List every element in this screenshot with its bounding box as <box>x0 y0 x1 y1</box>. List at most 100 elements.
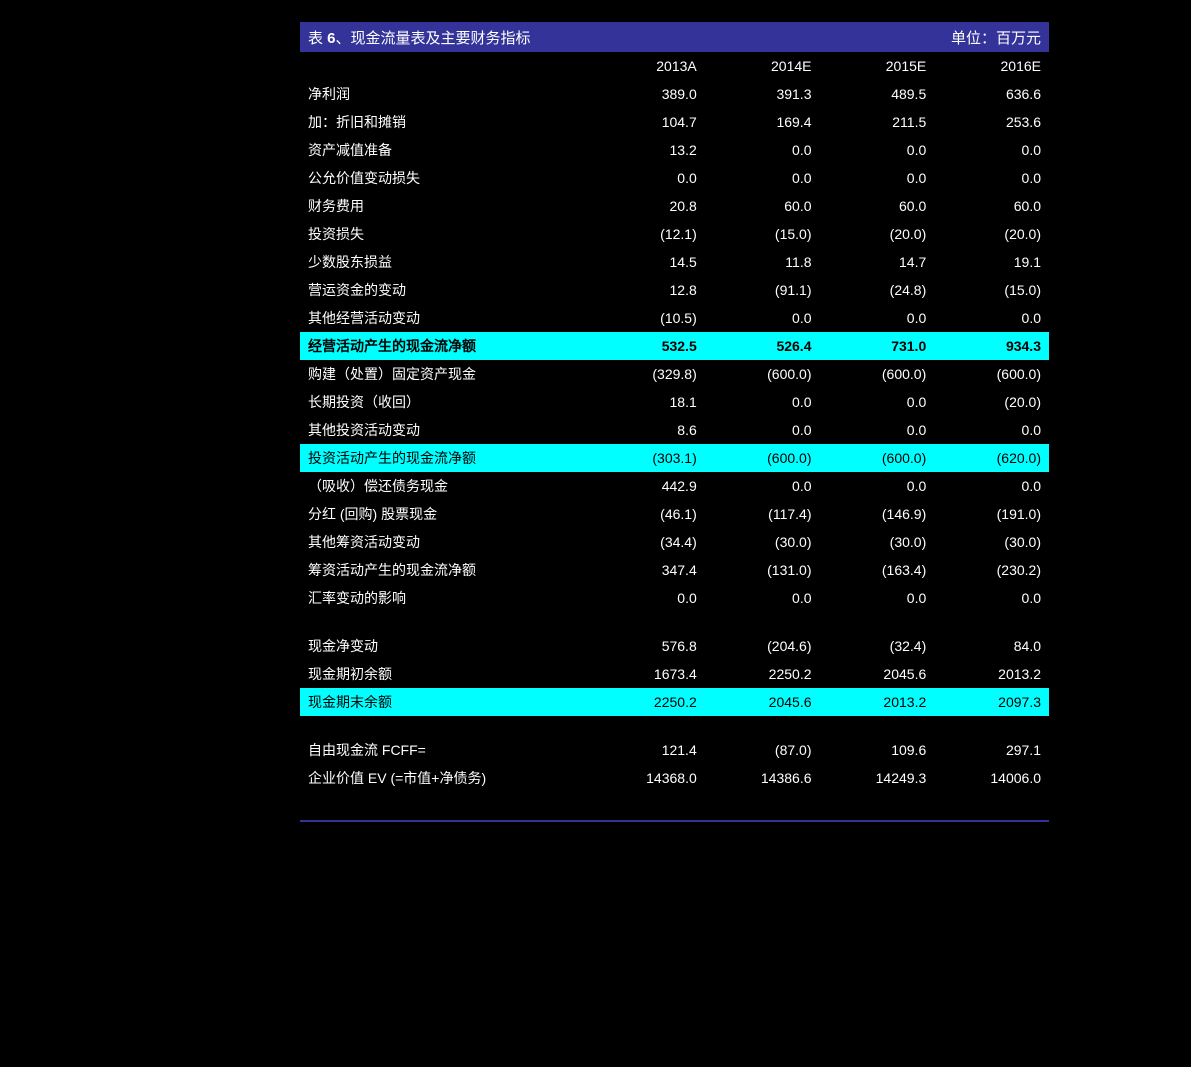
cell-value: 2045.6 <box>705 688 820 716</box>
row-label: 其他投资活动变动 <box>300 416 590 444</box>
cell-value: 13.2 <box>590 136 705 164</box>
cell-value <box>820 792 935 812</box>
cell-value: 442.9 <box>590 472 705 500</box>
cell-value: 169.4 <box>705 108 820 136</box>
cell-value: 0.0 <box>590 584 705 612</box>
cell-value: (20.0) <box>934 220 1049 248</box>
row-label: 少数股东损益 <box>300 248 590 276</box>
table-row: 其他投资活动变动8.60.00.00.0 <box>300 416 1049 444</box>
cell-value: 14386.6 <box>705 764 820 792</box>
cell-value: (20.0) <box>820 220 935 248</box>
cell-value: (146.9) <box>820 500 935 528</box>
cell-value <box>705 792 820 812</box>
cell-value: (600.0) <box>705 360 820 388</box>
table-row: 投资活动产生的现金流净额(303.1)(600.0)(600.0)(620.0) <box>300 444 1049 472</box>
cell-value: 14.5 <box>590 248 705 276</box>
table-row: （吸收）偿还债务现金442.90.00.00.0 <box>300 472 1049 500</box>
cell-value: 0.0 <box>934 164 1049 192</box>
cell-value: 14.7 <box>820 248 935 276</box>
footer-divider <box>300 820 1049 822</box>
table-row: 加：折旧和摊销104.7169.4211.5253.6 <box>300 108 1049 136</box>
table-row: 经营活动产生的现金流净额532.5526.4731.0934.3 <box>300 332 1049 360</box>
cell-value: 934.3 <box>934 332 1049 360</box>
cell-value: 0.0 <box>934 416 1049 444</box>
cell-value: 347.4 <box>590 556 705 584</box>
cell-value: 0.0 <box>820 304 935 332</box>
cell-value: 14368.0 <box>590 764 705 792</box>
cell-value: (34.4) <box>590 528 705 556</box>
row-label: 长期投资（收回） <box>300 388 590 416</box>
row-label: 自由现金流 FCFF= <box>300 736 590 764</box>
cell-value: 0.0 <box>820 416 935 444</box>
row-label: 分红 (回购) 股票现金 <box>300 500 590 528</box>
cell-value: 8.6 <box>590 416 705 444</box>
table-row: 少数股东损益14.511.814.719.1 <box>300 248 1049 276</box>
cell-value: 0.0 <box>820 136 935 164</box>
cell-value: 2097.3 <box>934 688 1049 716</box>
cell-value: 0.0 <box>934 136 1049 164</box>
cell-value: 731.0 <box>820 332 935 360</box>
cell-value: 0.0 <box>705 584 820 612</box>
cell-value: 391.3 <box>705 80 820 108</box>
cell-value <box>705 612 820 632</box>
cell-value: 12.8 <box>590 276 705 304</box>
cashflow-table: 2013A 2014E 2015E 2016E 净利润389.0391.3489… <box>300 52 1049 812</box>
col-2016: 2016E <box>934 52 1049 80</box>
row-label: 净利润 <box>300 80 590 108</box>
col-2015: 2015E <box>820 52 935 80</box>
cell-value: 0.0 <box>820 164 935 192</box>
col-2013: 2013A <box>590 52 705 80</box>
cell-value: (10.5) <box>590 304 705 332</box>
cell-value: 0.0 <box>820 472 935 500</box>
cell-value: (30.0) <box>820 528 935 556</box>
cell-value: 14006.0 <box>934 764 1049 792</box>
cell-value: 0.0 <box>705 416 820 444</box>
table-row: 现金期末余额2250.22045.62013.22097.3 <box>300 688 1049 716</box>
table-row: 投资损失(12.1)(15.0)(20.0)(20.0) <box>300 220 1049 248</box>
cell-value: 20.8 <box>590 192 705 220</box>
table-row: 其他经营活动变动(10.5)0.00.00.0 <box>300 304 1049 332</box>
row-label: 加：折旧和摊销 <box>300 108 590 136</box>
cell-value: (15.0) <box>705 220 820 248</box>
cell-value: (12.1) <box>590 220 705 248</box>
cell-value: (91.1) <box>705 276 820 304</box>
row-label <box>300 612 590 632</box>
cell-value: (204.6) <box>705 632 820 660</box>
row-label: 营运资金的变动 <box>300 276 590 304</box>
cell-value: 0.0 <box>820 584 935 612</box>
row-label: 筹资活动产生的现金流净额 <box>300 556 590 584</box>
cell-value: 2045.6 <box>820 660 935 688</box>
cell-value: (87.0) <box>705 736 820 764</box>
cell-value: (230.2) <box>934 556 1049 584</box>
cell-value: 489.5 <box>820 80 935 108</box>
cell-value: 0.0 <box>934 472 1049 500</box>
row-label: 企业价值 EV (=市值+净债务) <box>300 764 590 792</box>
cell-value: 1673.4 <box>590 660 705 688</box>
cell-value: 60.0 <box>934 192 1049 220</box>
cell-value: 2013.2 <box>820 688 935 716</box>
cell-value: 211.5 <box>820 108 935 136</box>
cell-value: (15.0) <box>934 276 1049 304</box>
cell-value: (163.4) <box>820 556 935 584</box>
cell-value: 297.1 <box>934 736 1049 764</box>
cell-value: (600.0) <box>820 444 935 472</box>
row-label: 汇率变动的影响 <box>300 584 590 612</box>
cell-value <box>705 716 820 736</box>
row-label: 投资损失 <box>300 220 590 248</box>
row-label: 经营活动产生的现金流净额 <box>300 332 590 360</box>
cell-value: 2250.2 <box>705 660 820 688</box>
cell-value: 253.6 <box>934 108 1049 136</box>
table-row <box>300 716 1049 736</box>
table-row: 长期投资（收回）18.10.00.0(20.0) <box>300 388 1049 416</box>
cell-value: (600.0) <box>705 444 820 472</box>
cell-value: 121.4 <box>590 736 705 764</box>
cell-value <box>820 612 935 632</box>
cell-value: 0.0 <box>934 584 1049 612</box>
table-row <box>300 792 1049 812</box>
table-unit: 单位：百万元 <box>951 27 1041 48</box>
blank-header <box>300 52 590 80</box>
table-row: 现金净变动576.8(204.6)(32.4)84.0 <box>300 632 1049 660</box>
cell-value: (117.4) <box>705 500 820 528</box>
cell-value: 2250.2 <box>590 688 705 716</box>
cell-value: (30.0) <box>934 528 1049 556</box>
